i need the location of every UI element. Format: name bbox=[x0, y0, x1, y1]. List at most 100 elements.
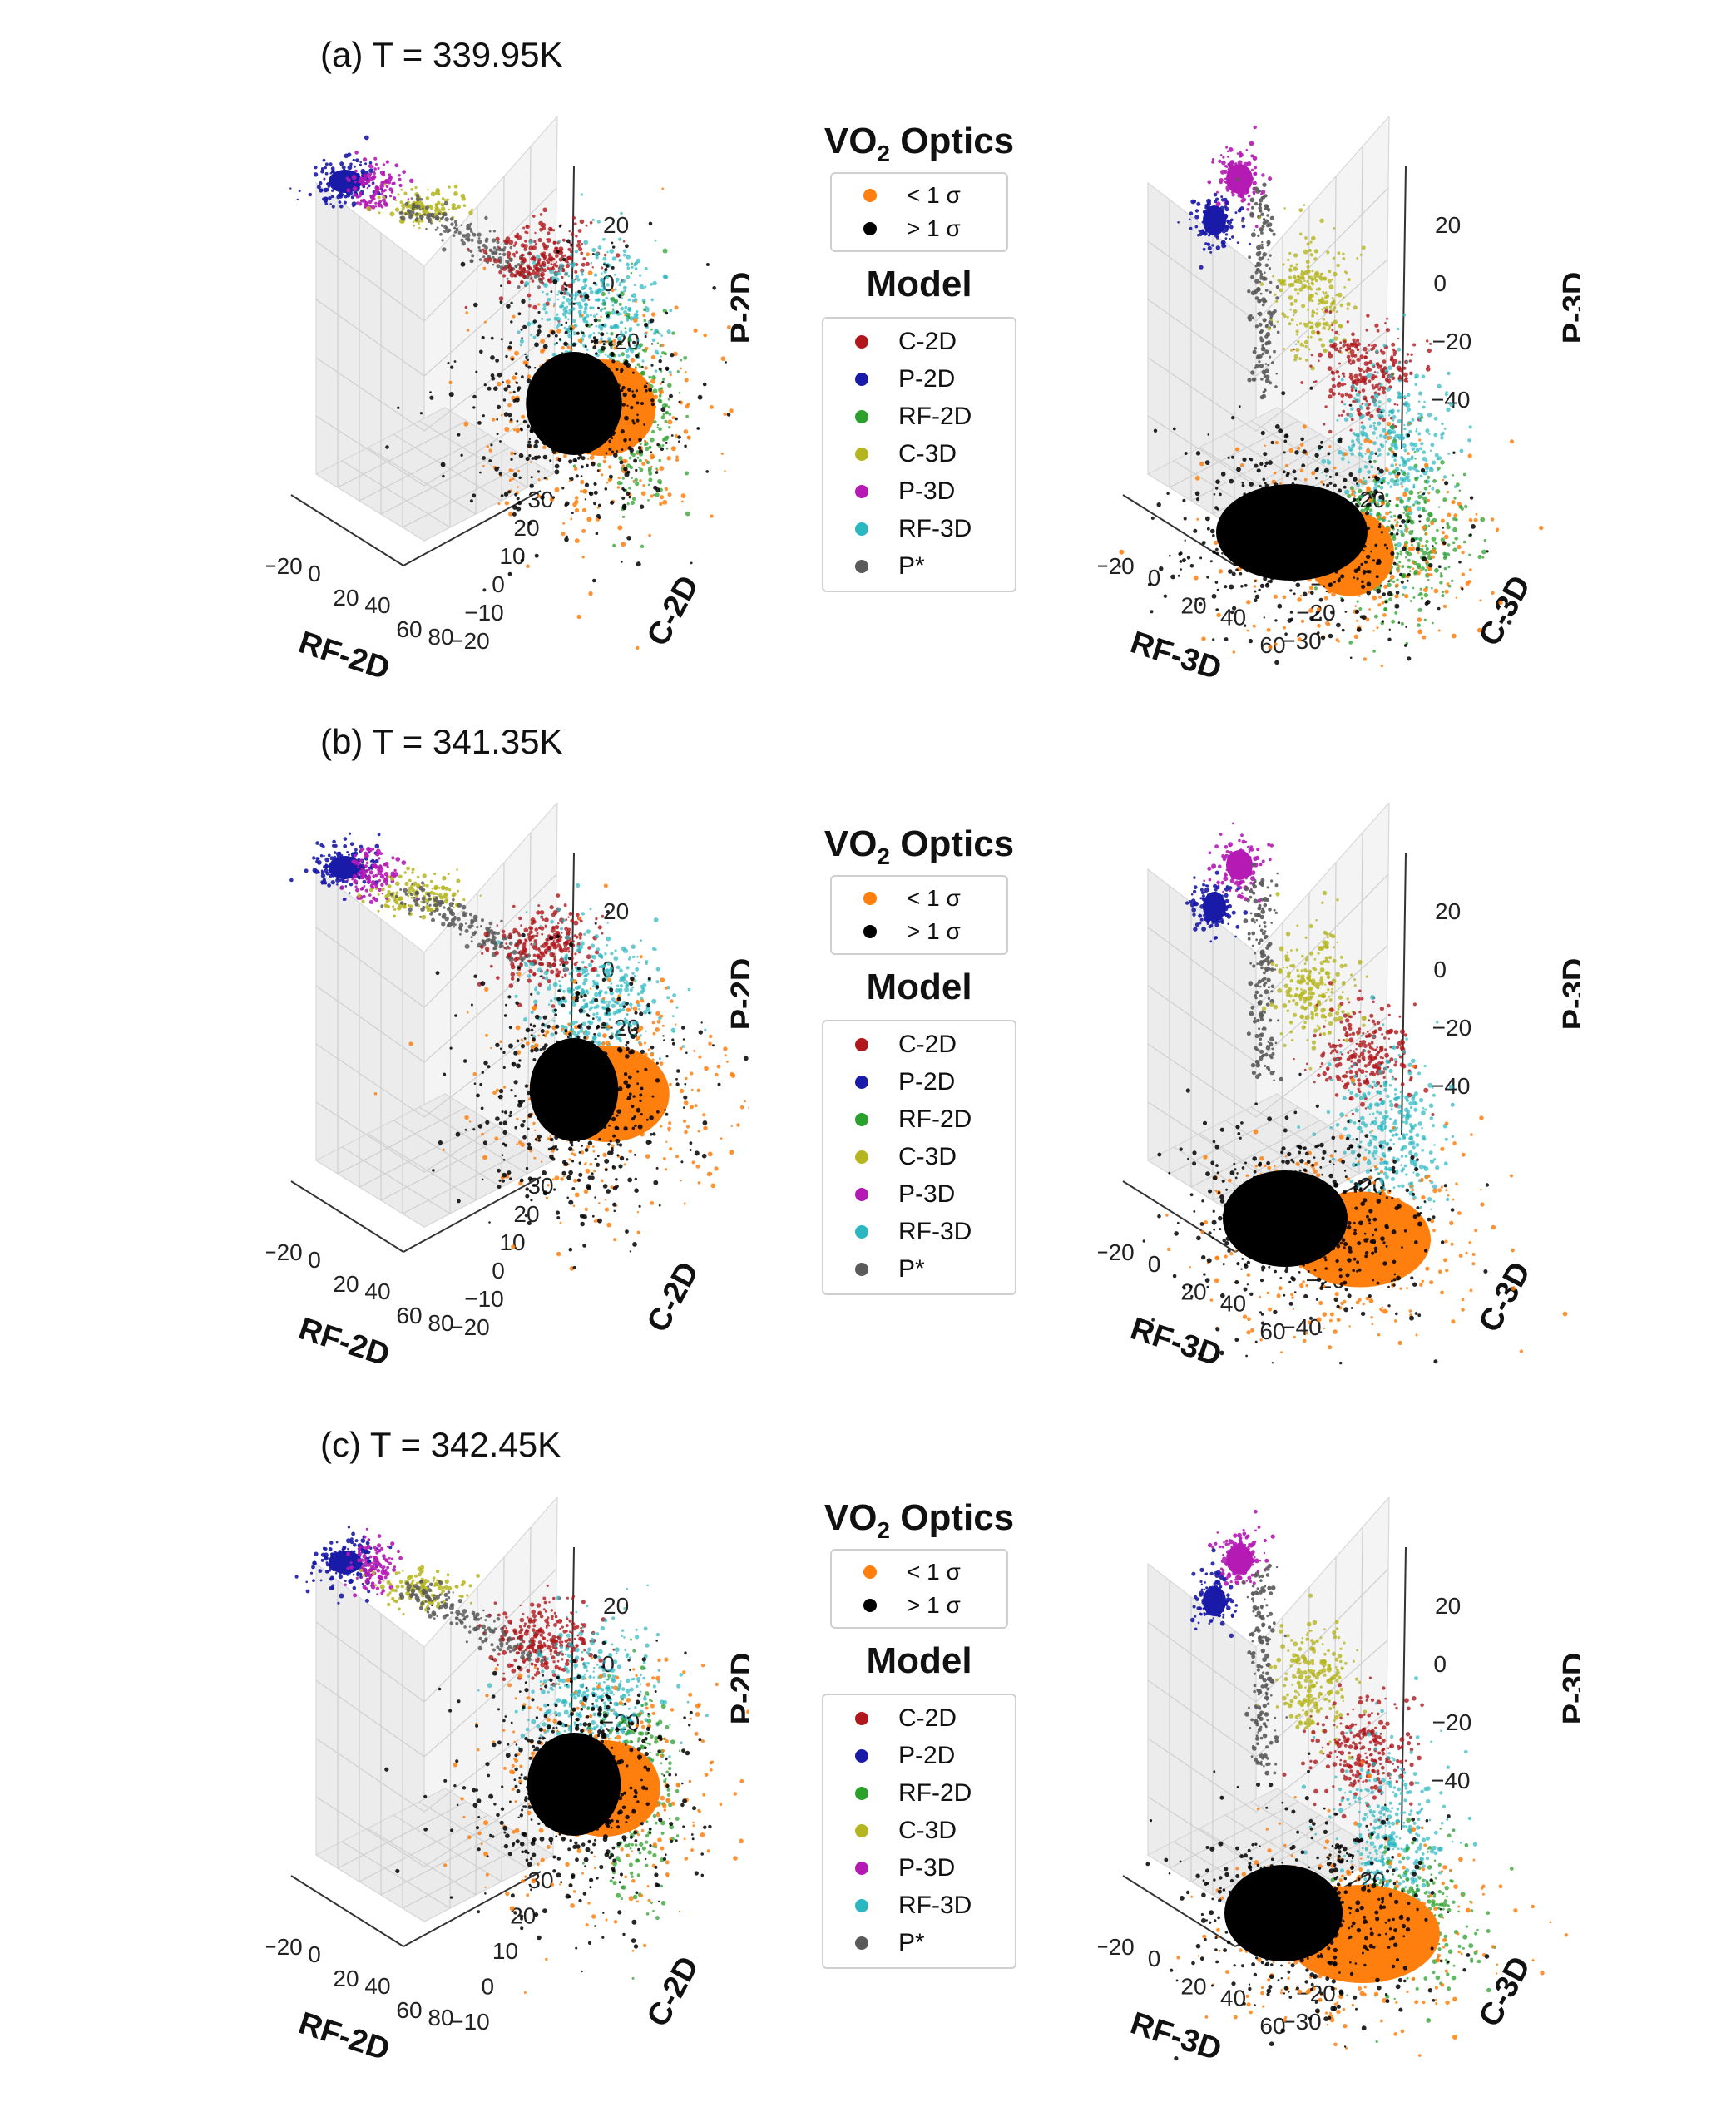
scatter-point bbox=[1250, 232, 1256, 238]
scatter-point bbox=[554, 334, 558, 338]
scatter-point bbox=[1328, 633, 1333, 639]
scatter-point bbox=[1315, 324, 1320, 329]
scatter-point bbox=[1430, 443, 1435, 448]
scatter-point bbox=[1392, 361, 1395, 364]
scatter-point bbox=[572, 502, 577, 507]
scatter-point bbox=[430, 207, 433, 210]
scatter-point bbox=[1481, 549, 1486, 555]
scatter-point bbox=[545, 259, 548, 262]
scatter-point bbox=[556, 294, 559, 296]
scatter-point bbox=[1403, 423, 1406, 427]
scatter-point bbox=[1196, 517, 1199, 521]
scatter-point bbox=[512, 472, 518, 477]
x-tick-label: 60 bbox=[396, 1303, 422, 1328]
scatter-point bbox=[1471, 524, 1476, 529]
scatter-point bbox=[323, 177, 326, 181]
scatter-point bbox=[1376, 560, 1382, 565]
optics-legend-item: > 1 σ bbox=[840, 212, 998, 245]
scatter-point bbox=[591, 323, 593, 326]
scatter-point bbox=[638, 466, 641, 469]
scatter-point bbox=[660, 407, 666, 413]
scatter-point bbox=[1441, 422, 1444, 426]
scatter-point bbox=[500, 338, 503, 341]
scatter-point bbox=[524, 281, 530, 286]
legend-marker bbox=[855, 560, 868, 574]
scatter-point bbox=[1360, 443, 1363, 446]
scatter-point bbox=[1407, 422, 1412, 425]
scatter-point bbox=[1353, 634, 1359, 639]
scatter-point bbox=[597, 503, 601, 507]
scatter-point bbox=[497, 502, 501, 506]
scatter-point bbox=[507, 280, 511, 284]
scatter-point bbox=[434, 215, 440, 220]
scatter-point bbox=[603, 307, 606, 310]
scatter-point bbox=[1328, 481, 1333, 485]
scatter-point bbox=[589, 220, 593, 225]
scatter-point bbox=[490, 443, 493, 447]
scatter-point bbox=[540, 495, 545, 500]
scatter-point bbox=[1325, 294, 1330, 299]
scatter-point bbox=[1428, 563, 1433, 568]
scatter-point bbox=[1259, 270, 1263, 274]
scatter-point bbox=[585, 224, 588, 227]
scatter-point bbox=[1417, 623, 1421, 627]
scatter-point bbox=[587, 299, 591, 301]
scatter-point bbox=[1288, 275, 1293, 280]
scatter-point bbox=[512, 390, 516, 393]
scatter-point bbox=[496, 418, 498, 421]
scatter-point bbox=[478, 258, 482, 261]
scatter-point bbox=[503, 387, 508, 392]
legend-marker bbox=[855, 373, 868, 387]
scatter-point bbox=[1356, 600, 1359, 603]
scatter-point bbox=[606, 283, 610, 287]
scatter-point bbox=[1385, 328, 1390, 333]
scatter-point bbox=[1441, 431, 1445, 435]
scatter-point bbox=[361, 198, 367, 203]
scatter-point bbox=[1385, 467, 1388, 471]
scatter-point bbox=[1231, 416, 1235, 420]
scatter-point bbox=[409, 178, 414, 183]
scatter-point bbox=[1410, 353, 1413, 356]
scatter-point bbox=[650, 402, 655, 407]
scatter-point bbox=[1157, 638, 1162, 643]
scatter-point bbox=[322, 197, 326, 201]
scatter-point bbox=[1422, 450, 1427, 454]
scatter-point bbox=[1304, 344, 1308, 349]
scatter-point bbox=[635, 389, 638, 393]
scatter-point bbox=[411, 210, 415, 215]
scatter-point bbox=[1422, 556, 1427, 562]
scatter-point bbox=[665, 441, 668, 444]
scatter-point bbox=[479, 349, 483, 354]
scatter-point bbox=[408, 204, 413, 209]
scatter-point bbox=[477, 232, 482, 237]
scatter-point bbox=[1177, 574, 1180, 577]
scatter-point bbox=[637, 352, 640, 355]
scatter-point bbox=[1314, 453, 1319, 458]
scatter-point bbox=[564, 503, 568, 507]
scatter-point bbox=[1392, 436, 1396, 439]
scatter-point bbox=[621, 279, 626, 284]
scatter-point bbox=[1348, 351, 1350, 354]
scatter-point bbox=[373, 156, 378, 161]
scatter-point bbox=[1387, 481, 1390, 485]
scatter-point bbox=[289, 187, 292, 190]
scatter-point bbox=[324, 202, 329, 205]
scatter-point bbox=[1397, 409, 1400, 413]
scatter-point bbox=[595, 324, 598, 328]
scatter-point bbox=[1298, 287, 1303, 292]
scatter-point bbox=[580, 489, 583, 493]
scatter-point bbox=[1259, 462, 1264, 466]
scatter-point bbox=[639, 442, 642, 446]
scatter-point bbox=[1254, 270, 1259, 275]
scatter-point bbox=[1395, 463, 1397, 467]
scatter-point bbox=[1283, 207, 1286, 210]
scatter-point bbox=[723, 413, 727, 416]
scatter-point bbox=[521, 274, 524, 276]
scatter-point bbox=[1326, 460, 1332, 465]
scatter-point bbox=[1338, 324, 1343, 329]
scatter-point bbox=[720, 452, 725, 455]
scatter-point bbox=[1375, 501, 1377, 504]
scatter-point bbox=[670, 373, 672, 377]
scatter-point bbox=[1240, 585, 1244, 588]
scatter-point bbox=[1315, 312, 1318, 315]
